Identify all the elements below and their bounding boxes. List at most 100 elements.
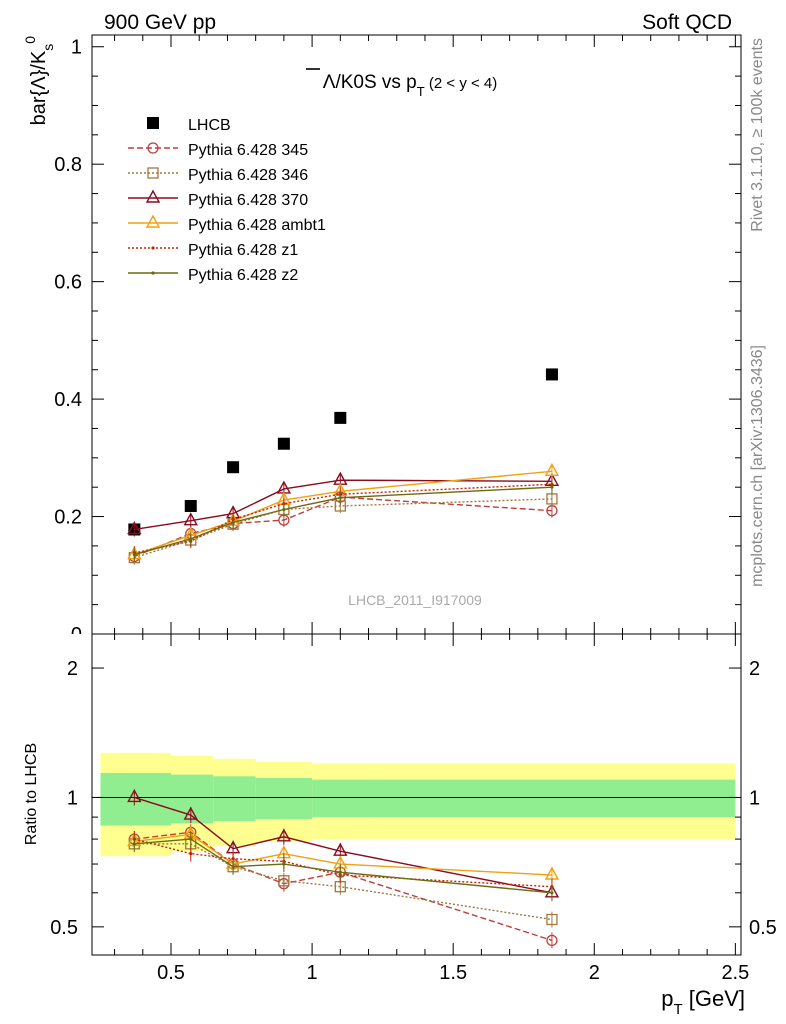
side-label-bottom: mcplots.cern.ch [arXiv:1306.3436] (749, 345, 766, 587)
ratio-point (278, 875, 290, 887)
legend-marker (145, 214, 161, 228)
ratio-line (134, 838, 552, 888)
ratio-y-tick-label: 1 (67, 787, 78, 809)
data-point (231, 520, 235, 525)
ratio-point (550, 891, 554, 895)
ratio-line (134, 796, 553, 894)
x-tick-label: 1 (307, 962, 318, 984)
x-axis-label: pT [GeV] (661, 986, 745, 1018)
data-point (334, 411, 347, 424)
legend-label: Pythia 6.428 ambt1 (188, 217, 326, 234)
ratio-point (546, 934, 558, 947)
ratio-y-tick-label: 2 (67, 658, 78, 680)
ratio-line (134, 831, 553, 942)
x-tick-label: 1.5 (439, 962, 467, 984)
series-6 (132, 480, 554, 562)
ratio-y-tick-label-right: 0.5 (749, 917, 777, 939)
series-line (134, 496, 552, 558)
series-line (134, 483, 552, 554)
ratio-frame (91, 633, 742, 956)
ratio-y-tick-label-right: 2 (749, 658, 760, 680)
x-tick-label: 2 (589, 962, 600, 984)
legend-item: Pythia 6.428 z2 (128, 267, 298, 284)
ratio-point (231, 865, 235, 869)
legend: LHCB Pythia 6.428 345 Pythia 6.428 346 Pyth… (128, 117, 326, 284)
y-tick-label: 0.6 (54, 272, 82, 294)
watermark: LHCB_2011_I917009 (348, 592, 482, 608)
legend-item: LHCB (147, 117, 231, 134)
ratio-point (276, 828, 292, 842)
legend-label: Pythia 6.428 346 (188, 167, 308, 184)
legend-item: Pythia 6.428 345 (128, 142, 308, 159)
legend-marker (147, 167, 159, 179)
y-tick-label: 0.8 (54, 154, 82, 176)
main-panel: 0.2 0.4 0.6 0.8 1 0 (54, 34, 742, 646)
ratio-panel: 0.5 0.5 1 1 2 2 0.5 1 1.5 2 2.5 (50, 633, 777, 984)
ratio-point (189, 837, 193, 841)
uncertainty-band-inner (255, 777, 313, 820)
y-tick-label: 0.4 (54, 389, 82, 411)
header-left: 900 GeV pp (104, 11, 216, 34)
ratio-line (134, 843, 553, 921)
data-point (184, 499, 197, 512)
y-tick-label: 0.2 (54, 507, 82, 529)
legend-item: Pythia 6.428 z1 (128, 242, 298, 259)
ratio-point (338, 870, 342, 874)
ratio-point (546, 913, 558, 926)
legend-label: Pythia 6.428 z2 (188, 267, 298, 284)
legend-marker (151, 246, 155, 250)
ratio-y-tick-label: 0.5 (50, 917, 78, 939)
series-line (134, 486, 552, 556)
legend-label: LHCB (188, 117, 231, 134)
x-tick-label: 2.5 (721, 962, 749, 984)
legend-marker (147, 117, 159, 129)
legend-label: Pythia 6.428 370 (188, 192, 308, 209)
ratio-point (333, 842, 348, 856)
data-point (132, 553, 136, 557)
data-point (545, 368, 558, 381)
series-0 (128, 368, 558, 536)
series-line (134, 498, 552, 559)
legend-marker (151, 271, 155, 275)
ratio-y-tick-label-right: 1 (749, 787, 760, 809)
uncertainty-band-inner (312, 779, 369, 818)
data-point (550, 485, 554, 489)
legend-marker (145, 189, 161, 203)
side-label-top: Rivet 3.1.10, ≥ 100k events (749, 38, 766, 232)
ratio-series-2 (127, 788, 560, 901)
main-title: Λ/K0S vs pT (2 < y < 4) (323, 72, 498, 99)
y-tick-label: 1 (71, 37, 82, 59)
main-ylabel: bar{Λ}/Ks0 (22, 36, 56, 126)
legend-item: Pythia 6.428 ambt1 (128, 214, 326, 234)
uncertainty-band-inner (213, 776, 256, 822)
ratio-point (282, 862, 286, 866)
legend-label: Pythia 6.428 z1 (188, 242, 298, 259)
data-point (127, 521, 142, 535)
legend-item: Pythia 6.428 346 (128, 167, 308, 184)
series-line (134, 470, 553, 556)
data-point (338, 496, 342, 500)
data-point (544, 462, 560, 477)
ratio-line (134, 833, 552, 876)
ratio-point (183, 806, 198, 820)
ratio-series-5 (132, 831, 554, 901)
legend-item: Pythia 6.428 370 (128, 189, 308, 209)
legend-marker (147, 142, 159, 154)
y-tick-label-zero: 0 (71, 624, 82, 646)
data-point (183, 512, 198, 526)
x-tick-label: 0.5 (157, 962, 185, 984)
data-point (282, 507, 286, 512)
data-point (189, 537, 193, 541)
header-right: Soft QCD (642, 11, 732, 34)
series-line (134, 479, 552, 531)
data-point (277, 437, 290, 450)
uncertainty-band-inner (100, 772, 172, 826)
uncertainty-band-inner (368, 779, 736, 818)
ratio-ylabel: Ratio to LHCB (23, 743, 40, 845)
data-point (227, 461, 240, 474)
ratio-point (127, 788, 142, 803)
ratio-point (132, 842, 136, 846)
ratio-line (134, 838, 553, 894)
legend-label: Pythia 6.428 345 (188, 142, 308, 159)
